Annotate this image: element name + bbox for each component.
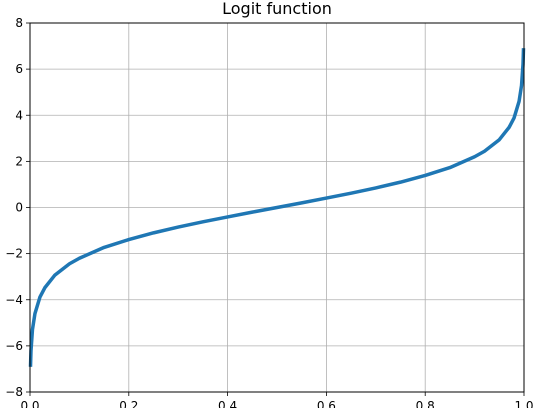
y-tick-label: 4 xyxy=(15,108,23,122)
x-axis: 0.0 0.2 0.4 0.6 0.8 1.0 xyxy=(20,392,534,408)
chart-title: Logit function xyxy=(222,0,332,18)
y-tick-label: 6 xyxy=(15,62,23,76)
y-axis: −8 −6 −4 −2 0 2 4 6 8 xyxy=(5,16,30,399)
x-tick-label: 0.8 xyxy=(416,399,435,408)
y-tick-label: −4 xyxy=(5,293,23,307)
y-tick-label: 2 xyxy=(15,154,23,168)
y-tick-label: 8 xyxy=(15,16,23,30)
y-tick-label: −8 xyxy=(5,385,23,399)
series-group xyxy=(28,48,526,367)
x-tick-label: 1.0 xyxy=(514,399,533,408)
x-tick-label: 0.2 xyxy=(119,399,138,408)
y-tick-label: −2 xyxy=(5,247,23,261)
x-tick-label: 0.6 xyxy=(317,399,336,408)
x-tick-label: 0.4 xyxy=(218,399,237,408)
y-tick-label: −6 xyxy=(5,339,23,353)
y-tick-label: 0 xyxy=(15,201,23,215)
x-tick-label: 0.0 xyxy=(20,399,39,408)
logit-curve xyxy=(28,48,526,367)
